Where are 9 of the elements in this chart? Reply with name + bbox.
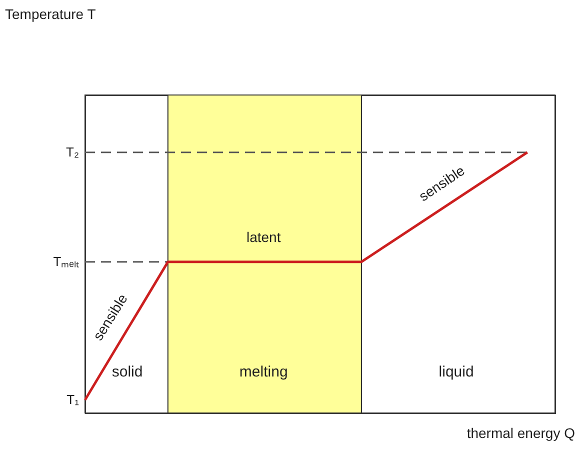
annotation: latent: [246, 229, 281, 246]
text: Temperature T: [5, 6, 96, 22]
annotation: solid: [112, 364, 143, 381]
annotation: melting: [239, 364, 288, 381]
x-axis-title: thermal energy Q: [466, 425, 576, 441]
text: Tₘₑₗₜ: [53, 254, 79, 269]
annotation: liquid: [438, 364, 474, 381]
text: T₂: [66, 144, 79, 160]
text: T₁: [66, 392, 80, 407]
